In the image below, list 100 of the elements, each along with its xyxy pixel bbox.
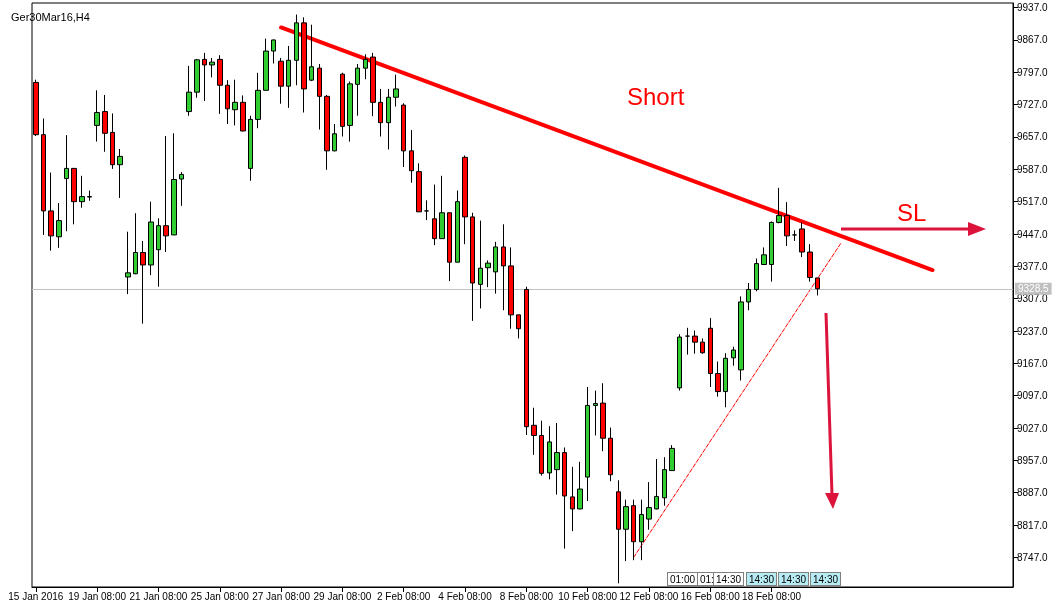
- candlestick: [64, 134, 69, 232]
- candlestick: [784, 201, 790, 247]
- x-tick-label: 4 Feb 08:00: [438, 590, 493, 602]
- candlestick: [202, 52, 207, 102]
- candlestick: [585, 386, 590, 502]
- candlestick: [516, 314, 521, 339]
- annotation: Short: [627, 82, 685, 110]
- x-tick-label: 16 Feb 08:00: [680, 590, 741, 602]
- candlestick: [271, 39, 276, 65]
- candlestick: [501, 223, 506, 311]
- candlestick: [148, 201, 154, 276]
- candlestick: [462, 154, 468, 245]
- text: Ger30Mar16,H4: [11, 10, 90, 23]
- candlestick: [87, 190, 92, 202]
- y-tick-label: 8957.0: [1017, 454, 1049, 466]
- candlestick: [799, 221, 805, 258]
- candlestick: [493, 241, 498, 295]
- candlestick: [807, 243, 813, 283]
- candlestick: [332, 123, 337, 152]
- y-tick-label: 9027.0: [1017, 422, 1049, 434]
- x-tick-label: 10 Feb 08:00: [558, 590, 618, 602]
- candlestick: [378, 88, 383, 138]
- candlestick: [324, 94, 330, 171]
- candlestick: [248, 115, 253, 182]
- candlestick: [102, 94, 108, 153]
- y-tick-label: 8747.0: [1017, 551, 1049, 563]
- y-tick-label: 9587.0: [1017, 163, 1049, 175]
- candlestick: [401, 102, 406, 168]
- candlestick: [232, 79, 238, 126]
- candlestick: [662, 456, 667, 507]
- candlestick: [386, 88, 391, 150]
- candlestick: [600, 382, 606, 452]
- candlestick: [654, 458, 659, 510]
- candlestick: [424, 199, 429, 221]
- candlestick: [217, 54, 223, 115]
- candlestick: [48, 172, 54, 252]
- candlestick: [577, 461, 583, 510]
- candlestick: [692, 330, 698, 355]
- candlestick: [646, 481, 652, 531]
- x-tick-label: 8 Feb 08:00: [499, 590, 554, 602]
- candlestick: [485, 259, 491, 288]
- candlestick: [225, 79, 230, 125]
- candlestick: [776, 187, 782, 224]
- annotation: 14:30: [813, 573, 839, 585]
- candlestick: [447, 212, 452, 282]
- candlestick: [240, 94, 246, 132]
- candlestick: [156, 217, 161, 288]
- candlestick: [455, 190, 460, 263]
- ref-line-label: 9328.5: [1018, 283, 1050, 295]
- candlestick: [340, 72, 345, 138]
- candlestick: [309, 24, 314, 82]
- candlestick: [432, 184, 437, 246]
- candlestick: [723, 352, 728, 408]
- candlestick: [478, 220, 483, 309]
- candlestick: [294, 14, 299, 86]
- annotation: 14:30: [749, 573, 775, 585]
- candlestick: [41, 118, 46, 236]
- candlestick: [754, 258, 759, 292]
- candlestick: [163, 135, 169, 253]
- candlestick: [286, 45, 291, 109]
- y-tick-label: 9447.0: [1017, 228, 1049, 240]
- y-tick-label: 9797.0: [1017, 66, 1049, 78]
- candlestick: [746, 282, 751, 311]
- candlestick: [685, 327, 690, 356]
- candlestick: [677, 333, 682, 392]
- annotation: 01:00: [670, 573, 696, 585]
- candlestick: [700, 337, 705, 355]
- x-tick-label: 2 Feb 08:00: [377, 590, 431, 602]
- candlestick: [608, 427, 613, 482]
- candlestick: [623, 499, 629, 562]
- candlestick: [731, 346, 736, 367]
- y-tick-label: 9517.0: [1017, 196, 1049, 208]
- candlestick: [79, 175, 85, 209]
- candlestick: [409, 129, 414, 184]
- candlestick: [470, 212, 475, 322]
- candlestick: [179, 171, 184, 207]
- y-tick-label: 9307.0: [1017, 293, 1049, 305]
- x-tick-label: 19 Jan 08:00: [68, 590, 127, 602]
- y-tick-label: 9097.0: [1017, 390, 1049, 402]
- candlestick: [317, 63, 322, 131]
- candlestick: [769, 221, 774, 283]
- candlestick: [133, 212, 138, 275]
- y-tick-label: 9167.0: [1017, 357, 1049, 369]
- x-tick-label: 21 Jan 08:00: [129, 590, 188, 602]
- annotation: SL: [897, 198, 927, 226]
- annotation: 14:30: [781, 573, 807, 585]
- x-tick-label: 15 Jan 2016: [8, 590, 64, 602]
- candlestick: [140, 240, 146, 325]
- candlestick: [71, 167, 77, 225]
- candlestick: [593, 390, 598, 436]
- candlestick: [186, 65, 192, 117]
- candlestick: [669, 444, 675, 472]
- candlestick: [539, 420, 544, 477]
- candlestick: [715, 361, 721, 398]
- x-tick-label: 25 Jan 08:00: [190, 590, 250, 602]
- y-tick-label: 9237.0: [1017, 325, 1049, 337]
- candlestick: [125, 231, 131, 295]
- candlestick: [263, 38, 269, 91]
- candlestick: [547, 425, 552, 480]
- candlestick: [393, 74, 399, 107]
